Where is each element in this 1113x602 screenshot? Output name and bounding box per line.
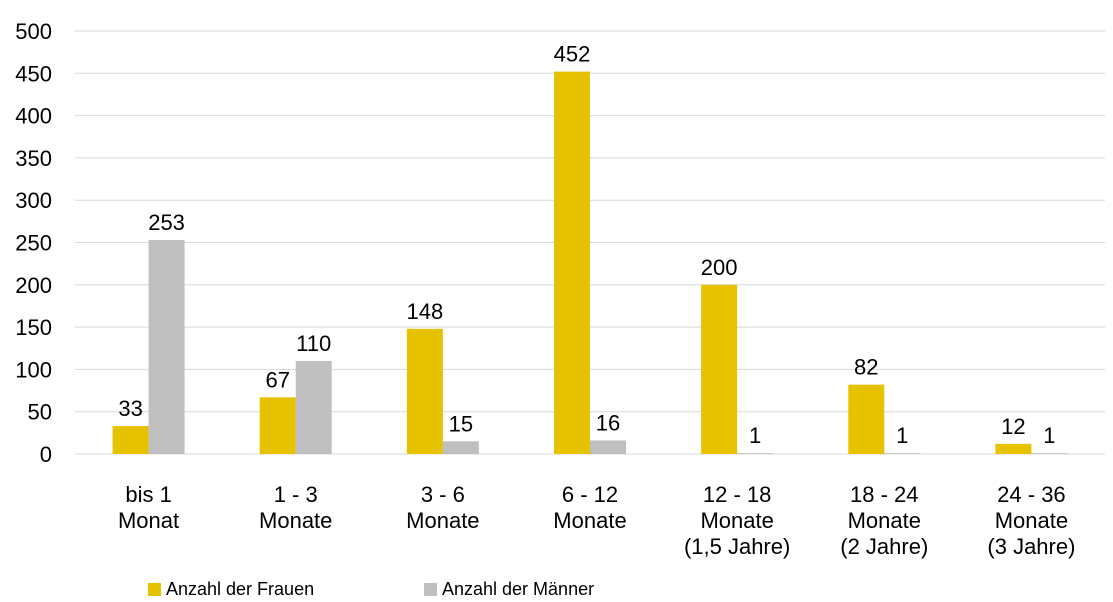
y-tick-label: 150: [15, 315, 52, 340]
x-axis-categories: bis 1 Monat 1 - 3 Monate 3 - 6 Monate 6 - 12 Mo…: [118, 482, 1075, 559]
legend-swatch: [424, 583, 437, 596]
data-label: 12: [1001, 414, 1025, 439]
legend-label: Anzahl der Männer: [442, 579, 594, 599]
data-label: 33: [118, 396, 142, 421]
x-category-label: bis 1 Monat: [118, 482, 179, 533]
y-tick-label: 350: [15, 146, 52, 171]
data-label: 1: [1043, 423, 1055, 448]
y-tick-label: 300: [15, 188, 52, 213]
x-category-label: 12 - 18 Monate (1,5 Jahre): [684, 482, 790, 559]
bar-frauen: [406, 328, 443, 454]
x-category-label: 1 - 3 Monate: [259, 482, 332, 533]
y-tick-label: 0: [40, 442, 52, 467]
data-label: 1: [896, 423, 908, 448]
bar-maenner: [1031, 453, 1068, 454]
data-label: 16: [596, 410, 620, 435]
data-label: 253: [148, 210, 185, 235]
x-category-label: 3 - 6 Monate: [406, 482, 479, 533]
bar-frauen: [554, 71, 590, 454]
bar-maenner: [148, 239, 185, 454]
data-label: 15: [449, 411, 473, 436]
bar-frauen: [259, 397, 296, 454]
y-tick-label: 200: [15, 273, 52, 298]
data-label: 200: [701, 255, 738, 280]
bar-maenner: [884, 453, 921, 454]
bar-frauen: [112, 426, 149, 454]
legend-swatch: [148, 583, 161, 596]
bar-frauen: [848, 384, 885, 454]
bar-maenner: [295, 360, 332, 454]
data-label: 67: [265, 367, 289, 392]
bar-maenner: [442, 441, 479, 454]
data-label: 110: [296, 331, 331, 356]
x-category-label: 18 - 24 Monate (2 Jahre): [840, 482, 928, 559]
y-tick-label: 100: [15, 357, 52, 382]
data-label: 82: [854, 355, 878, 380]
bars: [112, 71, 1068, 454]
y-tick-label: 450: [15, 61, 52, 86]
y-tick-label: 50: [28, 400, 52, 425]
data-labels: 33 253 67 110 148 15 452 16 200 1 82 1 12 1: [118, 42, 1055, 449]
data-label: 148: [406, 299, 443, 324]
x-category-label: 6 - 12 Monate: [553, 482, 626, 533]
data-label: 452: [554, 42, 591, 67]
bar-maenner: [737, 453, 774, 454]
y-tick-label: 500: [15, 19, 52, 44]
legend: Anzahl der Frauen Anzahl der Männer: [148, 579, 594, 599]
bar-frauen: [701, 284, 738, 454]
y-tick-label: 250: [15, 231, 52, 256]
legend-label: Anzahl der Frauen: [166, 579, 314, 599]
data-label: 1: [749, 423, 761, 448]
bar-frauen: [995, 443, 1032, 454]
y-axis-ticks: 0 50 100 150 200 250 300 350 400 450 500: [15, 19, 52, 467]
y-tick-label: 400: [15, 104, 52, 129]
x-category-label: 24 - 36 Monate (3 Jahre): [987, 482, 1075, 559]
bar-maenner: [590, 440, 626, 454]
